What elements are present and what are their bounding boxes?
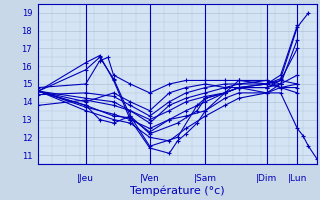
X-axis label: Température (°c): Température (°c): [130, 186, 225, 196]
